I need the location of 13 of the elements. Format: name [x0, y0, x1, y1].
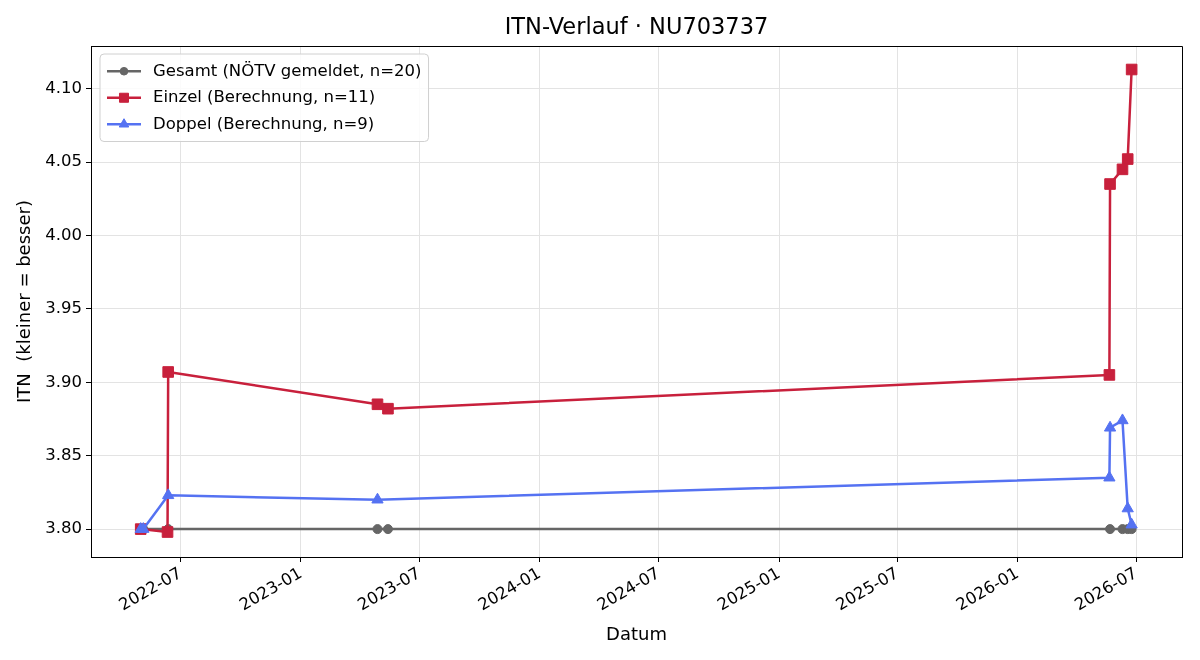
y-tick-label: 4.10	[45, 77, 82, 97]
y-tick-label: 3.95	[45, 298, 82, 318]
y-tick-label: 3.85	[45, 444, 82, 464]
y-tick-label: 3.90	[45, 371, 82, 391]
legend-label: Einzel (Berechnung, n=11)	[153, 87, 376, 107]
x-axis-title: Datum	[606, 622, 667, 644]
y-tick-label: 4.05	[45, 151, 82, 171]
y-tick-label: 4.00	[45, 224, 82, 244]
chart-title: ITN-Verlauf · NU703737	[504, 12, 769, 39]
legend-label: Doppel (Berechnung, n=9)	[153, 113, 375, 133]
y-tick-label: 3.80	[45, 518, 82, 538]
legend-label: Gesamt (NÖTV gemeldet, n=20)	[153, 60, 422, 80]
y-axis-title: ITN (kleiner = besser)	[13, 200, 35, 403]
